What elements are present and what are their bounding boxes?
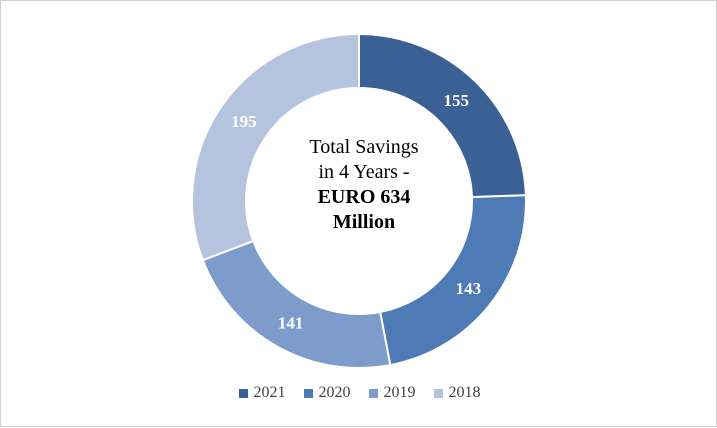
slice-label-2018: 195	[231, 112, 257, 131]
legend-label-2021: 2021	[253, 384, 286, 401]
center-line-3: EURO 634	[317, 186, 411, 208]
slice-2019	[201, 239, 392, 369]
legend-item-2019: 2019	[368, 384, 416, 402]
legend-swatch-2019	[368, 388, 378, 398]
center-line-2: in 4 Years -	[318, 161, 410, 183]
legend-swatch-2021	[238, 388, 248, 398]
legend-item-2021: 2021	[238, 384, 286, 402]
legend-label-2019: 2019	[383, 384, 416, 401]
center-line-1: Total Savings	[309, 136, 419, 158]
legend: 2021 2020 2019 2018	[1, 384, 717, 402]
legend-swatch-2018	[433, 388, 443, 398]
slice-label-2020: 143	[456, 279, 482, 298]
slice-label-2021: 155	[444, 91, 470, 110]
legend-item-2018: 2018	[433, 384, 481, 402]
legend-item-2020: 2020	[303, 384, 351, 402]
legend-label-2018: 2018	[448, 384, 481, 401]
slice-2018	[191, 32, 360, 262]
legend-label-2020: 2020	[318, 384, 351, 401]
slice-label-2019: 141	[278, 314, 304, 333]
center-line-4: Million	[332, 211, 396, 233]
legend-swatch-2020	[303, 388, 313, 398]
center-label: Total Savings in 4 Years - EURO 634 Mill…	[269, 135, 459, 235]
